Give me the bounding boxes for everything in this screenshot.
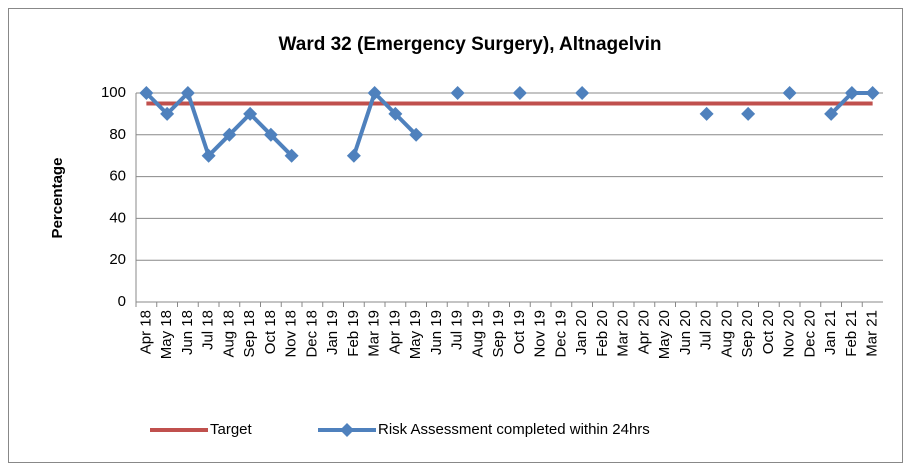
line-series <box>351 91 418 157</box>
point <box>180 86 195 100</box>
x-tick-label: Nov 18 <box>283 310 300 358</box>
x-tick-label: Feb 19 <box>345 310 362 357</box>
point <box>263 127 278 142</box>
point <box>824 106 839 121</box>
x-tick-label: Oct 18 <box>262 310 279 354</box>
x-tick-label: Aug 18 <box>220 310 237 358</box>
point <box>699 106 714 121</box>
x-tick-label: Jul 20 <box>698 310 715 350</box>
y-tick-label: 100 <box>101 84 126 101</box>
x-tick-label: Jun 20 <box>677 310 694 355</box>
y-tick-label: 60 <box>109 168 126 185</box>
x-tick-label: Feb 20 <box>594 310 611 357</box>
x-tick-label: Sep 18 <box>241 310 258 358</box>
legend-label: Target <box>210 421 253 438</box>
x-tick-label: Nov 20 <box>781 310 798 358</box>
point <box>139 86 154 100</box>
point <box>782 86 797 100</box>
x-tick-label: Mar 19 <box>366 310 383 357</box>
x-tick-label: Mar 20 <box>615 310 632 357</box>
x-tick-label: May 20 <box>656 310 673 359</box>
x-tick-label: Sep 20 <box>739 310 756 358</box>
point <box>222 127 237 142</box>
point <box>243 106 258 121</box>
x-tick-label: Dec 20 <box>801 310 818 358</box>
y-tick-label: 80 <box>109 126 126 143</box>
point <box>409 127 424 142</box>
x-tick-label: May 18 <box>158 310 175 359</box>
y-tick-label: 20 <box>109 251 126 268</box>
x-tick-label: Apr 19 <box>386 310 403 354</box>
chart-title: Ward 32 (Emergency Surgery), Altnagelvin <box>279 34 662 55</box>
y-tick-label: 0 <box>118 293 126 310</box>
x-tick-label: Mar 21 <box>864 310 881 357</box>
x-tick-label: Dec 18 <box>303 310 320 358</box>
legend-label: Risk Assessment completed within 24hrs <box>378 421 650 438</box>
point <box>346 148 361 163</box>
point <box>450 86 465 100</box>
x-tick-label: Feb 21 <box>843 310 860 357</box>
y-tick-label: 40 <box>109 209 126 226</box>
x-tick-label: Apr 18 <box>137 310 154 354</box>
point <box>741 106 756 121</box>
x-tick-label: May 19 <box>407 310 424 359</box>
x-tick-label: Jan 19 <box>324 310 341 355</box>
chart-border <box>8 8 903 463</box>
x-tick-label: Oct 20 <box>760 310 777 354</box>
point <box>865 86 880 100</box>
x-tick-label: Jan 20 <box>573 310 590 355</box>
x-tick-label: Aug 20 <box>718 310 735 358</box>
legend-marker <box>340 423 354 437</box>
point <box>367 86 382 100</box>
x-tick-label: Aug 19 <box>469 310 486 358</box>
point <box>512 86 527 100</box>
x-tick-label: Jul 19 <box>449 310 466 350</box>
point <box>201 148 216 163</box>
x-tick-label: Dec 19 <box>552 310 569 358</box>
x-tick-label: Sep 19 <box>490 310 507 358</box>
point <box>388 106 403 121</box>
x-tick-label: Oct 19 <box>511 310 528 354</box>
x-tick-label: Jan 21 <box>822 310 839 355</box>
point <box>160 106 175 121</box>
x-tick-label: Nov 19 <box>532 310 549 358</box>
x-tick-label: Jul 18 <box>200 310 217 350</box>
x-tick-label: Jun 18 <box>179 310 196 355</box>
point <box>575 86 590 100</box>
y-axis-label: Percentage <box>49 158 66 239</box>
point <box>844 86 859 100</box>
point <box>284 148 299 163</box>
x-tick-label: Apr 20 <box>635 310 652 354</box>
x-tick-label: Jun 19 <box>428 310 445 355</box>
